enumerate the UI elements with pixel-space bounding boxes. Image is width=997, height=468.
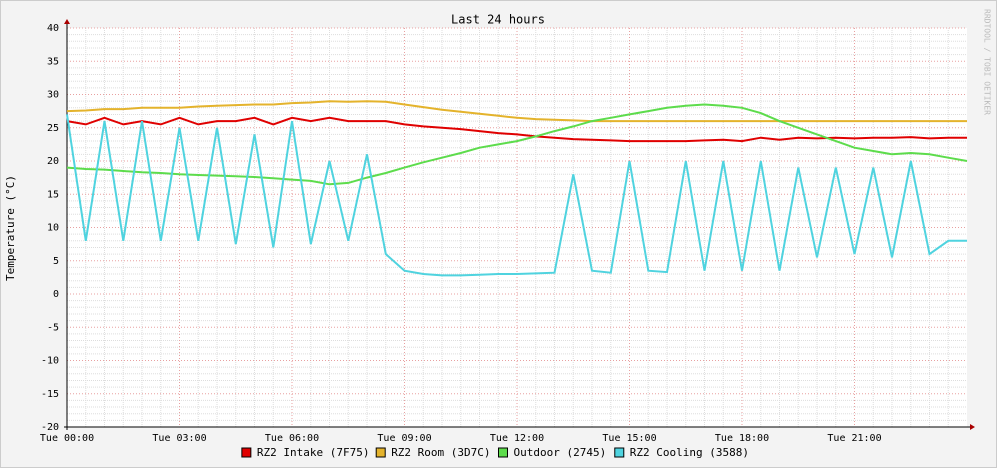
series-line <box>66 114 967 277</box>
y-tick-label: 15 <box>47 189 59 200</box>
y-tick-label: -20 <box>41 422 59 433</box>
y-tick-label: 0 <box>53 289 59 300</box>
x-tick-label: Tue 00:00 <box>40 433 94 444</box>
legend-label: Outdoor (2745) <box>514 446 607 459</box>
x-tick-label: Tue 15:00 <box>602 433 656 444</box>
y-tick-label: 35 <box>47 56 59 67</box>
legend-label: RZ2 Cooling (3588) <box>630 446 749 459</box>
y-axis-label: Temperature (°C) <box>4 175 17 281</box>
y-tick-label: -5 <box>47 322 59 333</box>
legend-swatch <box>375 447 386 458</box>
legend-label: RZ2 Room (3D7C) <box>391 446 490 459</box>
legend-label: RZ2 Intake (7F75) <box>257 446 370 459</box>
y-tick-label: -15 <box>41 389 59 400</box>
legend-swatch <box>498 447 508 458</box>
series-line <box>66 100 967 123</box>
y-tick-label: 40 <box>47 23 59 34</box>
series-line <box>66 103 968 186</box>
x-tick-label: Tue 09:00 <box>377 433 431 444</box>
axis-arrow <box>970 424 975 430</box>
axis-arrow <box>64 19 70 24</box>
y-tick-label: -10 <box>41 356 59 367</box>
y-tick-label: 5 <box>53 256 59 267</box>
legend-swatch <box>241 447 252 458</box>
y-tick-label: 25 <box>47 123 59 134</box>
y-tick-label: 10 <box>47 223 59 234</box>
x-tick-label: Tue 03:00 <box>152 433 206 444</box>
watermark: RRDTOOL / TOBI OETIKER <box>983 9 992 115</box>
y-tick-label: 30 <box>47 90 59 101</box>
x-tick-label: Tue 21:00 <box>827 433 881 444</box>
series-line <box>66 116 967 143</box>
x-tick-label: Tue 18:00 <box>715 433 769 444</box>
x-tick-label: Tue 12:00 <box>490 433 544 444</box>
y-tick-label: 20 <box>47 156 59 167</box>
x-tick-label: Tue 06:00 <box>265 433 319 444</box>
legend-swatch <box>614 447 625 458</box>
chart-title: Last 24 hours <box>451 13 545 27</box>
